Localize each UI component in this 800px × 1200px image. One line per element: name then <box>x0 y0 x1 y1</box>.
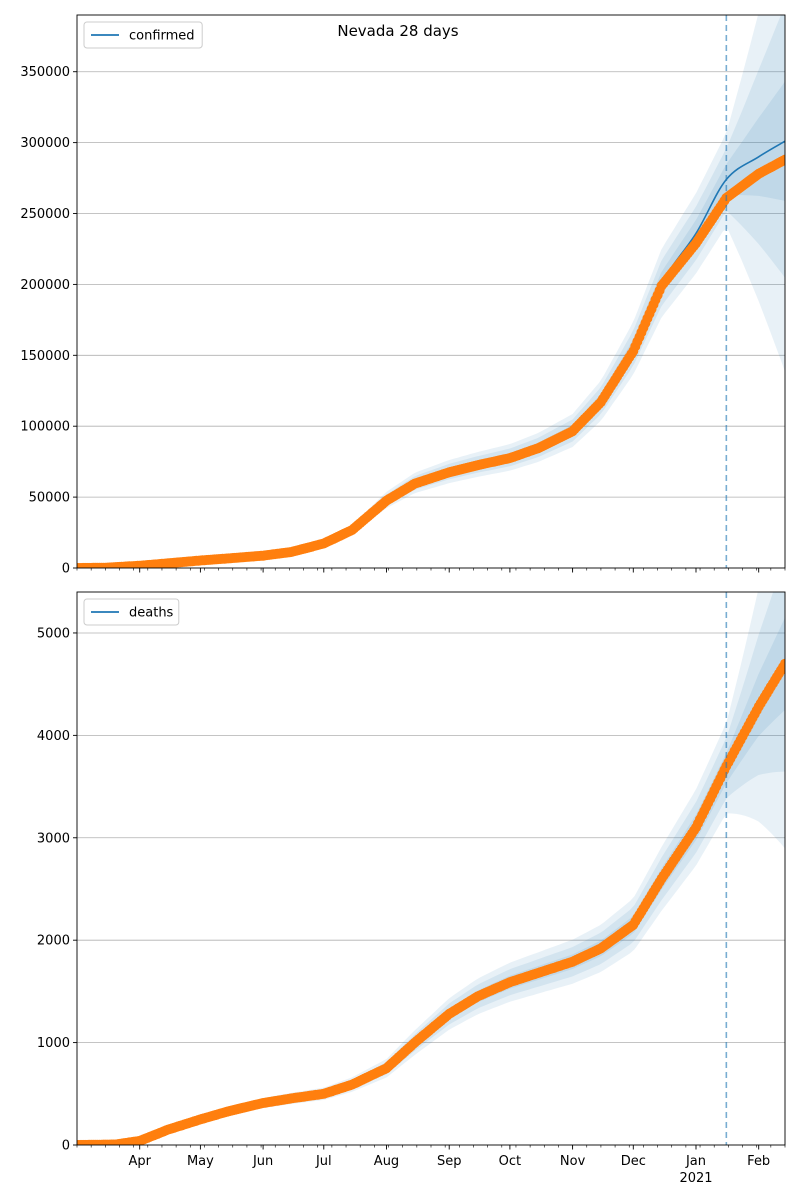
y-tick-label: 3000 <box>37 831 70 846</box>
confirmed-panel: 0 50000 100000 150000 200000 250000 300000 3500… <box>20 14 786 577</box>
x-tick-label: Feb <box>747 1154 770 1169</box>
x-tick-label: Jun <box>252 1154 273 1169</box>
x-tick-label: Aug <box>374 1154 399 1169</box>
legend-box <box>83 598 180 626</box>
y-tick-label: 5000 <box>37 626 70 641</box>
legend-label: confirmed <box>129 29 195 44</box>
x-tick-label: Oct <box>499 1154 521 1169</box>
y-tick-label: 0 <box>62 562 70 577</box>
observed-point <box>780 154 785 165</box>
y-tick-label: 300000 <box>20 136 70 151</box>
y-tick-label: 200000 <box>20 278 70 293</box>
legend: confirmed <box>83 21 203 49</box>
y-tick-label: 4000 <box>37 729 70 744</box>
y-tick-label: 2000 <box>37 934 70 949</box>
x-tick-label: Apr <box>128 1154 151 1169</box>
legend-label: deaths <box>129 606 174 621</box>
y-tick-label: 0 <box>62 1139 70 1154</box>
deaths-panel: 0 1000 2000 3000 4000 5000 Apr May Jun Jul Aug Sep O… <box>37 591 786 1186</box>
x-tick-label: Jan <box>685 1154 706 1169</box>
y-tick-label: 350000 <box>20 65 70 80</box>
x-tick-sublabel: 2021 <box>679 1171 712 1186</box>
legend: deaths <box>83 598 180 626</box>
y-tick-label: 250000 <box>20 207 70 222</box>
x-tick-label: Jul <box>315 1154 332 1169</box>
y-tick-label: 50000 <box>29 491 70 506</box>
plot-area <box>77 592 785 1145</box>
plot-area <box>77 15 785 568</box>
x-tick-label: Dec <box>621 1154 646 1169</box>
x-tick-label: Nov <box>560 1154 586 1169</box>
observed-point <box>780 658 785 669</box>
y-tick-label: 1000 <box>37 1036 70 1051</box>
y-tick-label: 100000 <box>20 420 70 435</box>
legend-box <box>83 21 203 49</box>
x-tick-label: May <box>187 1154 214 1169</box>
x-tick-label: Sep <box>437 1154 462 1169</box>
y-tick-label: 150000 <box>20 349 70 364</box>
figure-title: Nevada 28 days <box>337 22 458 40</box>
